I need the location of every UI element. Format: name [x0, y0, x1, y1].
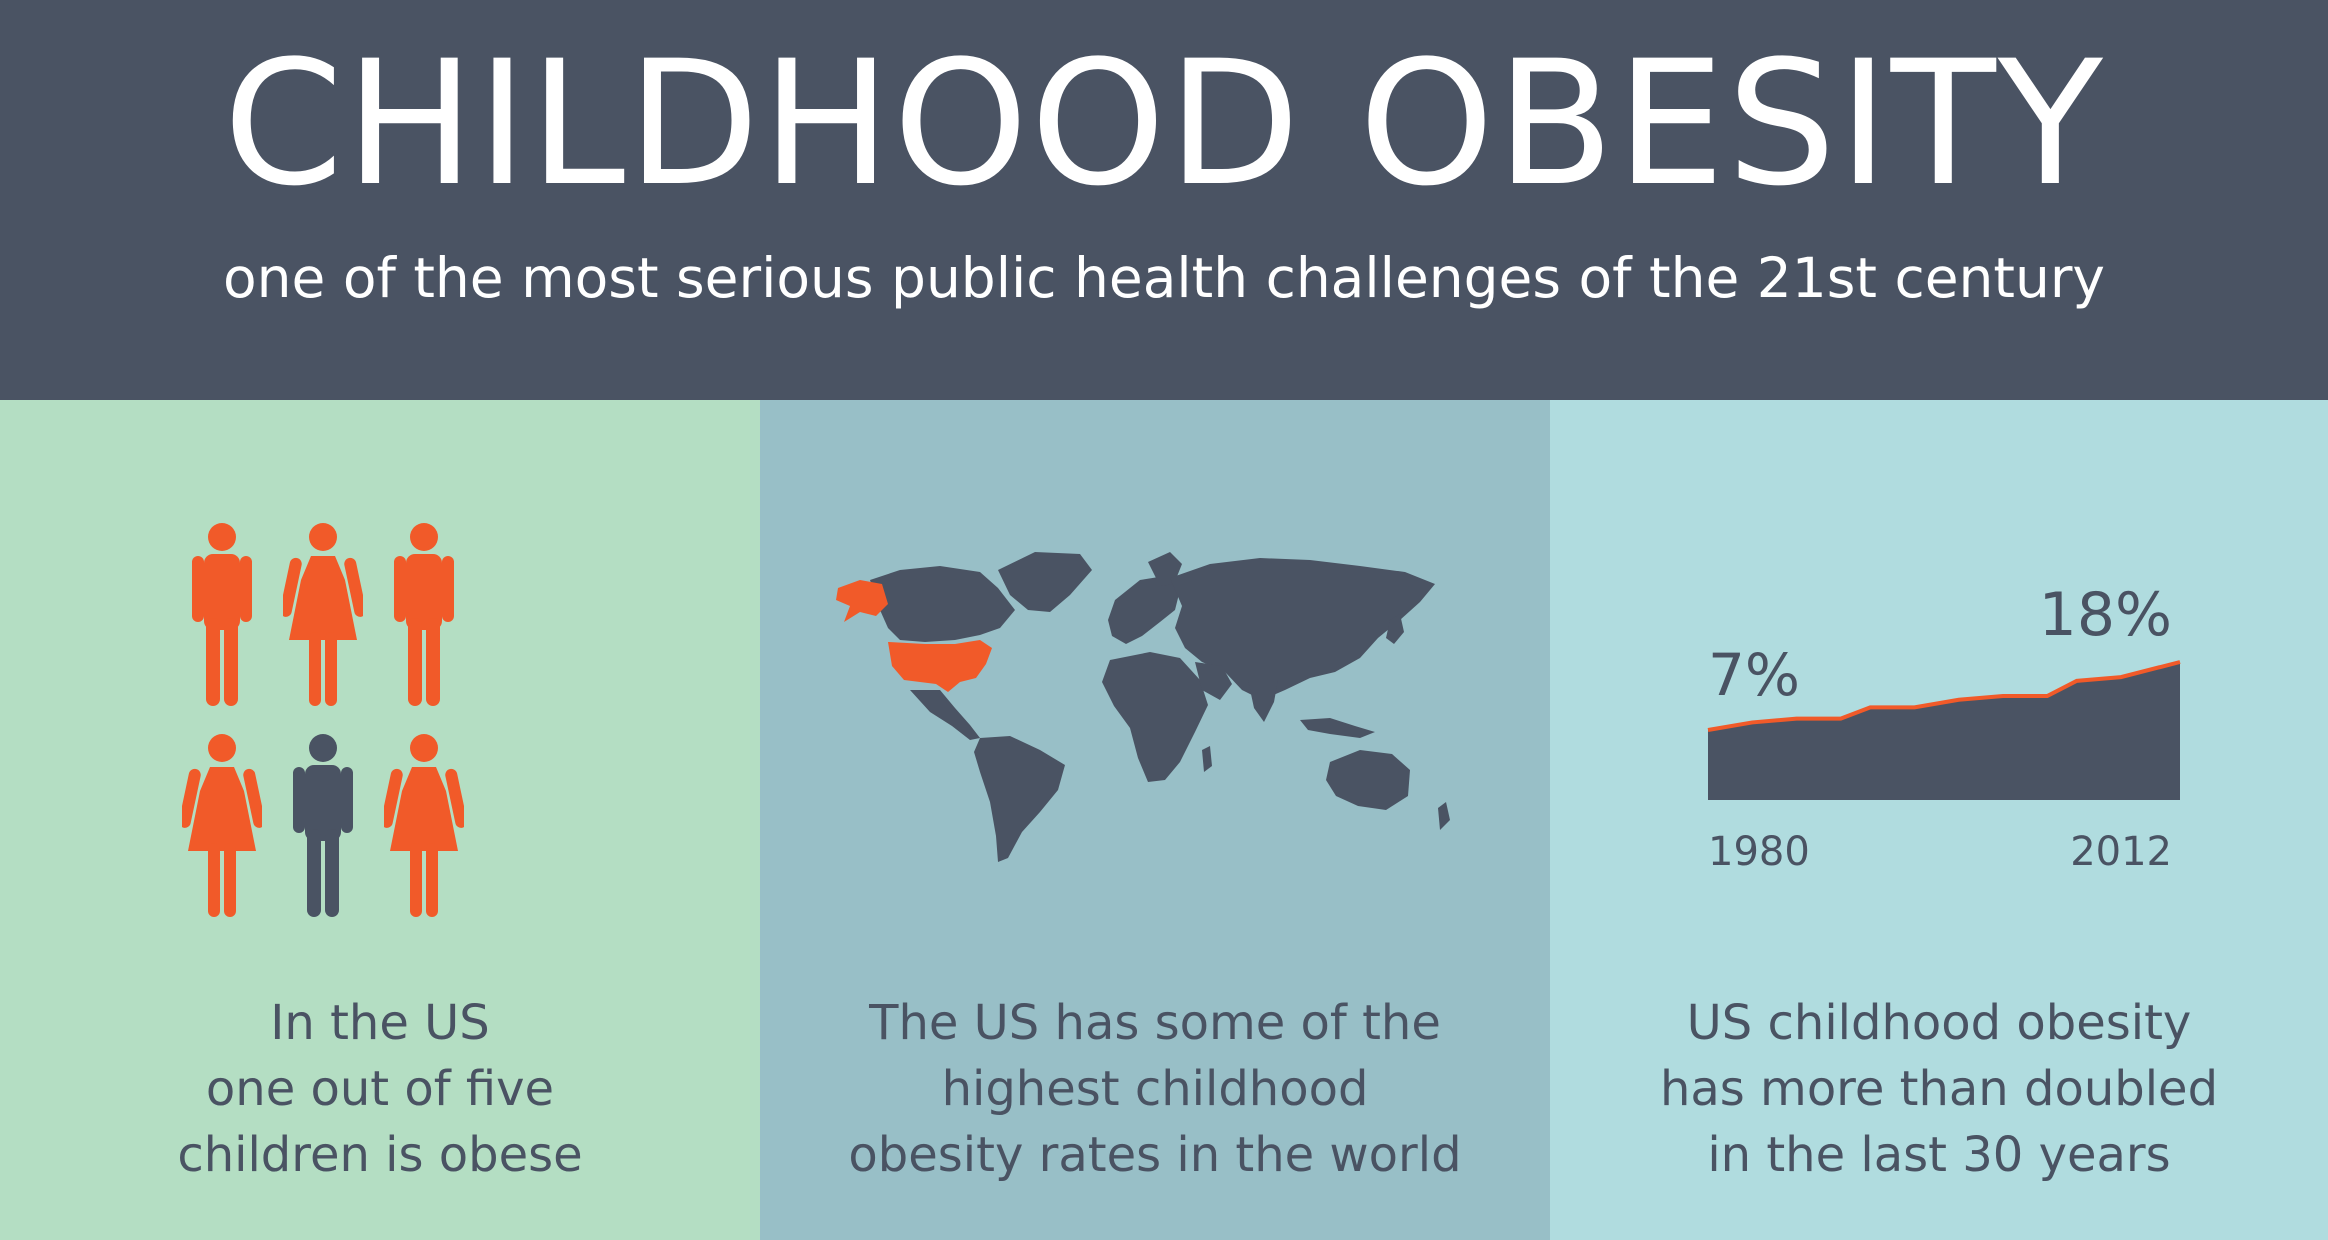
trend-line [1707, 660, 2181, 732]
trend-panel: 7% 18% 1980 2012 US childhood obesity has m… [1550, 400, 2328, 1240]
female-figure-icon [283, 522, 363, 706]
africa-shape [1102, 652, 1208, 782]
india-shape [1248, 680, 1278, 722]
australia-shape [1326, 750, 1410, 810]
trend-caption-line: has more than doubled [1659, 1061, 2219, 1117]
header-banner: CHILDHOOD OBESITY one of the most seriou… [0, 0, 2328, 400]
asia-shape [1170, 558, 1435, 700]
greenland-shape [998, 552, 1092, 612]
south-america-shape [974, 736, 1065, 862]
people-caption-line: children is obese [177, 1127, 583, 1183]
arabia-shape [1195, 662, 1232, 700]
people-caption-line: one out of five [205, 1061, 555, 1117]
map-caption-line: highest childhood [941, 1061, 1369, 1117]
japan-shape [1386, 614, 1404, 644]
page-subtitle: one of the most serious public health ch… [223, 246, 2105, 310]
central-america-shape [910, 690, 980, 740]
trend-caption-line: in the last 30 years [1707, 1127, 2171, 1183]
usa-shape [888, 640, 992, 692]
world-map-icon [836, 552, 1450, 862]
trend-area [1708, 662, 2180, 800]
canada-shape [870, 566, 1015, 642]
people-caption: In the US one out of five children is ob… [0, 990, 760, 1188]
alaska-shape [836, 580, 888, 622]
trend-caption: US childhood obesity has more than doubl… [1550, 990, 2328, 1188]
people-panel: In the US one out of five children is ob… [0, 400, 760, 1240]
madagascar-shape [1202, 746, 1212, 772]
male-figure-icon [283, 733, 363, 917]
male-figure-icon [384, 522, 464, 706]
new-zealand-shape [1438, 802, 1450, 830]
trend-caption-line: US childhood obesity [1686, 995, 2192, 1051]
trend-chart: 7% 18% 1980 2012 [1707, 580, 2181, 875]
people-caption-line: In the US [270, 995, 490, 1051]
page-title: CHILDHOOD OBESITY [223, 23, 2105, 224]
indonesia-shape [1300, 718, 1375, 738]
start-value-label: 7% [1708, 641, 1800, 709]
male-figure-icon [182, 522, 262, 706]
x-tick-label: 2012 [2070, 829, 2172, 875]
europe-shape [1108, 576, 1180, 644]
map-caption-line: obesity rates in the world [848, 1127, 1462, 1183]
female-figure-icon [384, 733, 464, 917]
end-value-label: 18% [2039, 580, 2172, 650]
map-panel: The US has some of the highest childhood… [760, 400, 1550, 1240]
female-figure-icon [182, 733, 262, 917]
x-tick-label: 1980 [1708, 829, 1810, 875]
map-caption: The US has some of the highest childhood… [760, 990, 1550, 1188]
map-caption-line: The US has some of the [869, 995, 1441, 1051]
